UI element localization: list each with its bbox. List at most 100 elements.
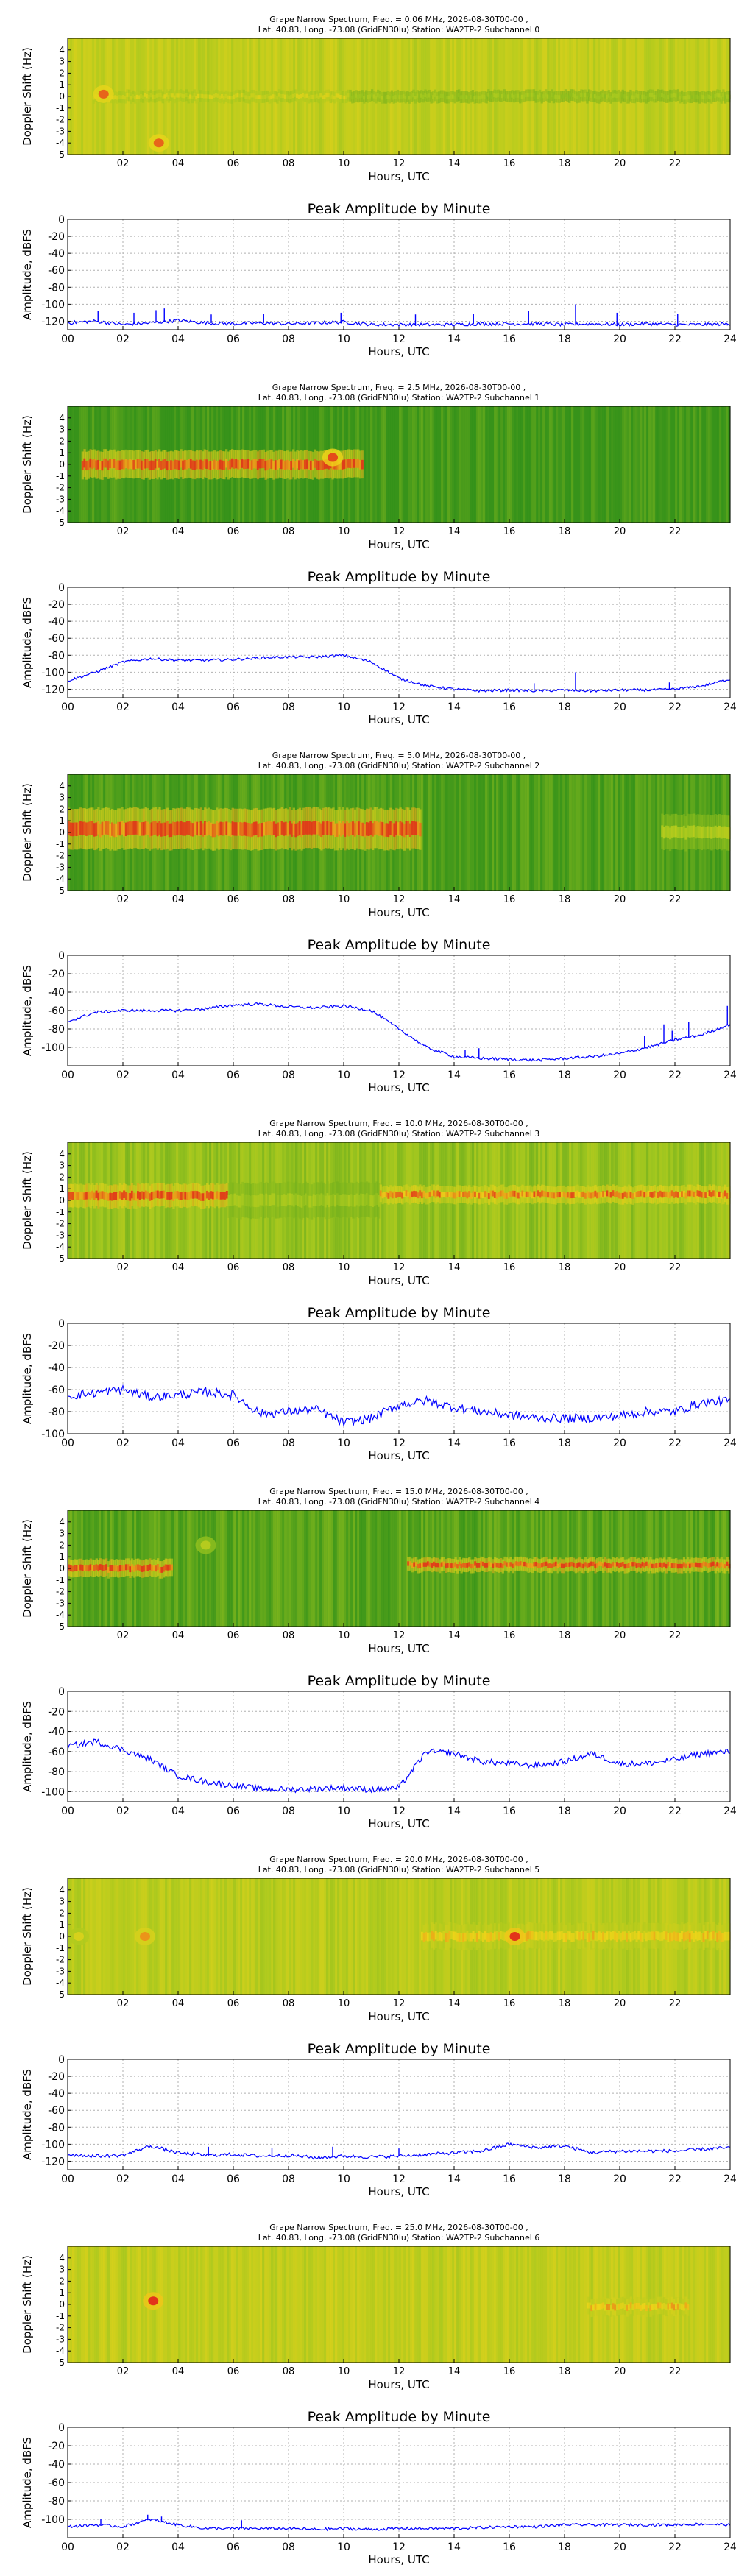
spectrogram-band-core (696, 1562, 699, 1568)
spectrogram-band-core (450, 1563, 453, 1568)
spectrogram-column (465, 406, 468, 523)
spectrogram-band-core (198, 1192, 201, 1200)
spectrogram-column (640, 774, 643, 891)
spectrogram-band-core (566, 1192, 570, 1198)
spectrogram-column (295, 1878, 298, 1995)
spectrogram-column (289, 1878, 291, 1995)
spectrogram-column (651, 774, 654, 891)
spectrogram-band-core (537, 94, 539, 99)
spectrogram-band-core (704, 95, 707, 100)
spectrogram-band-core (698, 826, 701, 838)
spectrogram-band-core (625, 96, 629, 100)
spectrogram-band-core (164, 1192, 167, 1200)
spectrogram-band-core (87, 821, 91, 836)
y-tick-label: 4 (59, 45, 65, 55)
spectrogram-band-core (472, 1191, 475, 1197)
spectrogram-band-core (109, 1565, 112, 1571)
spectrogram-band-core (586, 1563, 589, 1568)
spectrogram-band-core (517, 1561, 520, 1567)
spectrogram-band-core (682, 1562, 686, 1567)
spectrogram-band-core (219, 821, 222, 836)
spectrogram-band-core (148, 823, 152, 838)
spectrogram-band-core (315, 93, 319, 98)
spectrogram-column (92, 1878, 95, 1995)
spectrogram-band-core (111, 1565, 114, 1571)
spectrogram-band-core (130, 459, 133, 470)
spectrogram-band-core (326, 821, 329, 835)
spectrogram-band-core (286, 94, 289, 99)
spectrogram-band-core (166, 821, 169, 835)
spectrogram-column (604, 774, 607, 891)
spectrogram-column (602, 406, 605, 523)
spectrogram-column (105, 1878, 108, 1995)
spectrogram-band-core (310, 821, 314, 836)
spectrogram-band-core (118, 1565, 122, 1571)
spectrogram-band-core (663, 1191, 666, 1197)
spectrogram-band-core (148, 461, 151, 471)
spectrogram-band-core (456, 1933, 459, 1942)
spectrogram-column (90, 38, 93, 155)
spectrogram-band-core (71, 1192, 74, 1200)
spectrogram-column (242, 1510, 245, 1627)
spectrogram-column (688, 406, 691, 523)
spectrogram-band-core (722, 93, 725, 97)
chart-title-line2: Lat. 40.83, Long. -73.08 (GridFN30lu) St… (258, 761, 540, 771)
spectrogram-band-core (276, 460, 279, 470)
x-tick-label: 06 (227, 1262, 240, 1273)
spectrogram-column (238, 1510, 241, 1627)
spectrogram-column (297, 1878, 300, 1995)
spectrogram-band-core (101, 1565, 104, 1571)
spectrogram-column (156, 1878, 159, 1995)
spectrogram-band-core (277, 822, 280, 836)
spectrogram-column (695, 406, 698, 523)
spectrogram-band-core (609, 1563, 613, 1568)
spectrogram-band-core (383, 1192, 386, 1198)
spectrogram-column (587, 774, 590, 891)
spectrogram-band-core (294, 93, 297, 97)
spectrogram-column (631, 406, 634, 523)
chart-title-line2: Lat. 40.83, Long. -73.08 (GridFN30lu) St… (258, 1129, 540, 1139)
spectrogram-band-core (489, 1190, 492, 1197)
spectrogram-band-core (684, 96, 687, 100)
spectrogram-band-core (601, 93, 604, 98)
y-tick-label: 3 (59, 57, 65, 67)
spectrogram-band-core (687, 1561, 690, 1567)
spectrogram-band-core (381, 1192, 384, 1199)
spectrogram-band-core (291, 823, 294, 837)
spectrogram-band-core (316, 821, 319, 835)
x-tick-label: 14 (447, 333, 461, 345)
x-tick-label: 00 (61, 701, 74, 713)
spectrogram-band-core (269, 821, 272, 835)
spectrogram-band-core (123, 822, 126, 837)
x-tick-label: 10 (338, 1630, 350, 1641)
spectrogram-band-core (694, 1562, 698, 1567)
y-tick-label: -3 (56, 862, 65, 872)
spectrogram-band-core (493, 93, 496, 98)
spectrogram-band-core (716, 1562, 719, 1567)
spectrogram-band-core (317, 95, 320, 100)
spectrogram-column (503, 406, 506, 523)
spectrogram-band-core (218, 1192, 221, 1200)
spectrogram-band-core (722, 1563, 725, 1568)
spectrogram-band-core (478, 1563, 481, 1568)
y-tick-label: -2 (56, 1587, 65, 1597)
spectrogram-band-core (491, 94, 494, 99)
spectrogram-column (176, 1878, 179, 1995)
spectrogram-band-core (153, 95, 157, 99)
spectrogram-band-core (661, 825, 664, 838)
spectrogram-column (372, 406, 375, 523)
y-tick-label: -1 (56, 839, 65, 849)
spectrogram-band-core (183, 94, 186, 99)
x-tick-label: 04 (171, 1437, 185, 1449)
spectrogram-column (403, 1510, 406, 1627)
spectrogram-band-core (227, 95, 230, 99)
spectrogram-band-core (109, 459, 112, 468)
spectrogram-column (620, 774, 623, 891)
spectrogram-band-core (290, 461, 293, 470)
spectrogram-column (470, 774, 473, 891)
spectrogram-band-core (559, 1192, 562, 1198)
spectrogram-band-core (566, 94, 569, 99)
spectrogram-column (372, 1510, 375, 1627)
spectrogram-band-core (619, 95, 623, 100)
spectrogram-column (723, 406, 726, 523)
